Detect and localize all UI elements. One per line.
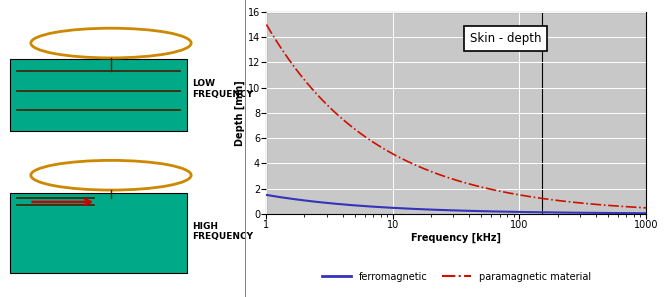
Text: Skin - depth: Skin - depth: [470, 32, 541, 45]
Y-axis label: Depth [mm]: Depth [mm]: [234, 80, 245, 146]
Legend: ferromagnetic, paramagnetic material: ferromagnetic, paramagnetic material: [318, 268, 595, 286]
Bar: [10, 193, 187, 273]
Text: LOW
FREQUENCY: LOW FREQUENCY: [192, 79, 253, 99]
Text: HIGH
FREQUENCY: HIGH FREQUENCY: [192, 222, 253, 241]
Bar: [10, 59, 187, 131]
X-axis label: Frequency [kHz]: Frequency [kHz]: [411, 233, 501, 243]
